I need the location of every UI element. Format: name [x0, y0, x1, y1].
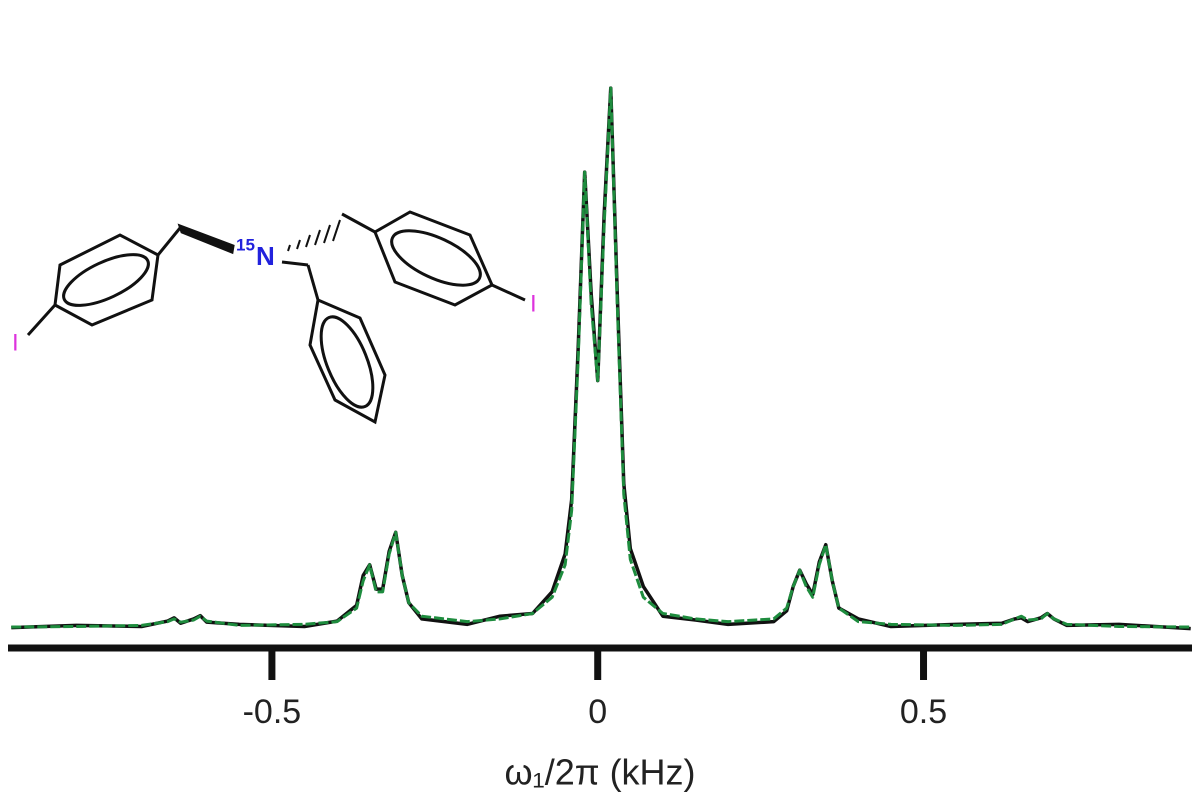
ring-right-inner	[390, 229, 482, 287]
iodine-label: I	[12, 329, 19, 356]
hashed-bond	[287, 219, 341, 252]
molecule	[26, 210, 526, 425]
bond	[341, 212, 376, 234]
ring-left	[53, 233, 160, 327]
spectrum-line	[11, 86, 1191, 629]
iodine-label: I	[530, 290, 537, 317]
x-axis-label: ω₁/2π (kHz)	[504, 752, 695, 793]
wedge-bond	[177, 223, 235, 255]
bond	[491, 283, 526, 302]
bond	[306, 264, 320, 301]
ring-bottom-inner	[319, 315, 375, 409]
bond	[156, 227, 182, 256]
bond	[26, 303, 57, 337]
bond	[281, 260, 309, 267]
isotope-number: 15	[236, 235, 255, 254]
nitrogen-label: N	[256, 241, 275, 271]
ring-right	[373, 210, 494, 307]
ring-left-inner	[62, 253, 150, 307]
ring-bottom	[308, 297, 387, 425]
x-tick-label: -0.5	[243, 693, 302, 731]
spectrum-line	[11, 86, 1191, 631]
x-tick-label: 0.5	[900, 693, 947, 731]
x-tick-label: 0	[588, 693, 607, 731]
